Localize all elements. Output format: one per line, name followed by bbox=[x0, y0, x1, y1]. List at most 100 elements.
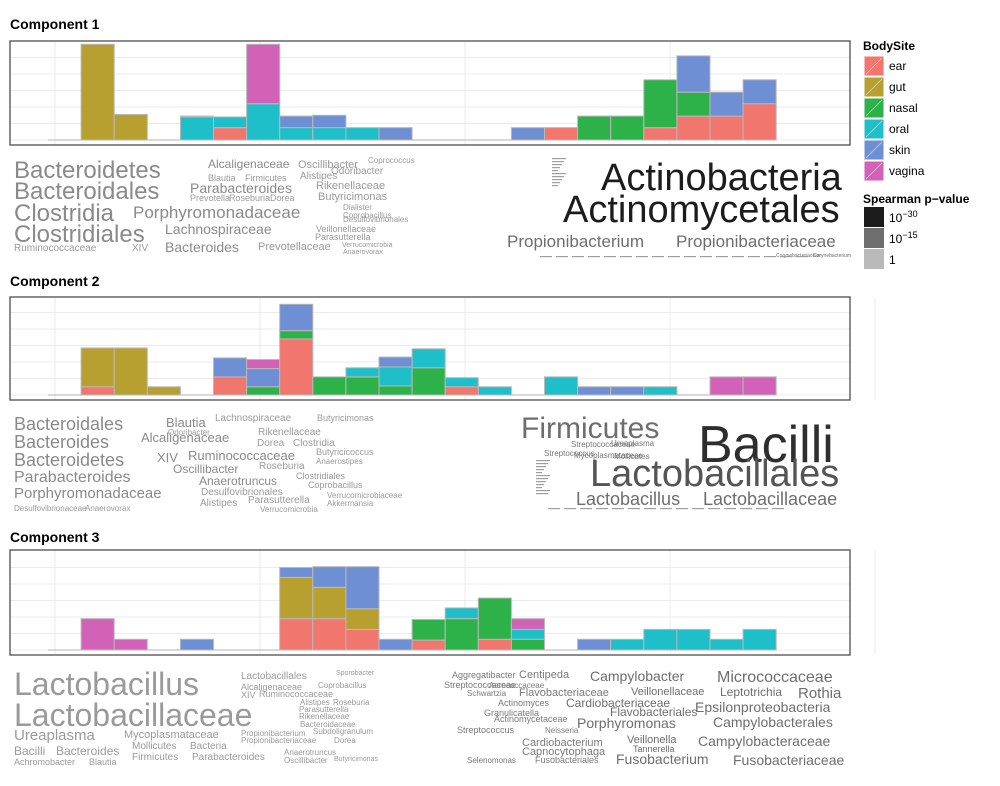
taxon-label: Prevotella bbox=[190, 193, 230, 203]
bar-ear bbox=[411, 639, 446, 651]
wordcloud-1: BacteroidetesBacteroidalesClostridiaClos… bbox=[14, 156, 851, 259]
taxon-label: Neisseria bbox=[545, 726, 579, 735]
bar-vagina bbox=[80, 618, 115, 651]
taxon-label: Anaerotruncus bbox=[284, 748, 336, 757]
minor-taxa-mark bbox=[716, 256, 728, 258]
taxon-label: Schwartzia bbox=[467, 689, 507, 698]
bar-skin bbox=[577, 386, 612, 396]
wordcloud-left: BacteroidalesBacteroidesBacteroidetesPar… bbox=[14, 413, 403, 514]
taxon-label: Ureaplasma bbox=[14, 727, 96, 744]
minor-taxa-mark bbox=[536, 469, 544, 471]
bar-oral bbox=[709, 638, 744, 651]
bar-vagina bbox=[246, 43, 281, 105]
minor-taxa-mark bbox=[748, 256, 760, 258]
bar-skin bbox=[577, 638, 612, 651]
legend-swatch-slash bbox=[865, 162, 883, 180]
taxon-label: Roseburia bbox=[259, 461, 305, 472]
component-panel-2: Component 2 bbox=[9, 273, 876, 401]
bar-skin bbox=[312, 566, 347, 588]
bar-skin bbox=[709, 91, 744, 117]
bar-skin bbox=[246, 368, 281, 388]
minor-taxa-mark bbox=[552, 167, 560, 169]
taxon-label: Propionibacterium bbox=[241, 729, 306, 738]
bar-gut bbox=[146, 386, 181, 396]
bar-nasal bbox=[577, 115, 612, 141]
bar-vagina bbox=[246, 359, 281, 370]
taxon-label: Selenomonas bbox=[467, 756, 516, 765]
bar-ear bbox=[742, 103, 777, 141]
bar-skin bbox=[312, 114, 347, 129]
taxon-label: Actinomycetaceae bbox=[494, 714, 568, 724]
taxon-label: Bacilli bbox=[698, 416, 834, 474]
minor-taxa-mark bbox=[536, 484, 544, 486]
minor-taxa-mark bbox=[536, 478, 548, 480]
minor-taxa-mark bbox=[700, 256, 712, 258]
minor-taxa-mark bbox=[668, 256, 680, 258]
bar-ear bbox=[213, 376, 248, 396]
taxon-label: Porphyromonas bbox=[577, 715, 676, 731]
taxon-label: Verrucomicrobia bbox=[260, 505, 318, 514]
minor-taxa-mark bbox=[536, 460, 550, 462]
taxon-label: Centipeda bbox=[519, 669, 570, 681]
minor-taxa-mark bbox=[540, 256, 552, 258]
wordcloud-left: BacteroidetesBacteroidalesClostridiaClos… bbox=[14, 156, 415, 256]
minor-taxa-mark bbox=[536, 475, 550, 477]
taxon-label: Lactobacillales bbox=[241, 671, 307, 682]
taxon-label: Streptococcus bbox=[457, 725, 515, 735]
bar-skin bbox=[676, 55, 711, 93]
taxon-label: Desulfovibrionaceae bbox=[14, 504, 87, 513]
taxon-label: Coprobacillus bbox=[318, 681, 366, 690]
bar-oral bbox=[312, 127, 347, 141]
legend-label: skin bbox=[889, 143, 910, 157]
bar-oral bbox=[742, 628, 777, 651]
taxon-label: Dorea bbox=[334, 736, 356, 745]
bar-ear bbox=[477, 638, 512, 651]
minor-taxa-mark bbox=[764, 256, 776, 258]
bar-vagina bbox=[709, 376, 744, 396]
minor-taxa-mark bbox=[572, 256, 584, 258]
wordcloud-2: BacteroidalesBacteroidesBacteroidetesPar… bbox=[14, 412, 839, 514]
bar-skin bbox=[610, 386, 645, 396]
legend-swatch-slash bbox=[865, 57, 883, 75]
minor-taxa-mark bbox=[556, 256, 568, 258]
legend-swatch bbox=[864, 228, 884, 248]
bar-skin bbox=[179, 115, 214, 118]
taxon-label: Lachnospiraceae bbox=[215, 413, 292, 424]
bar-ear bbox=[213, 127, 248, 141]
taxon-label: Streptococcaceae bbox=[444, 680, 516, 690]
legend-label: gut bbox=[889, 80, 906, 94]
legend-title-bodysite: BodySite bbox=[863, 39, 915, 53]
bar-nasal bbox=[444, 618, 479, 651]
minor-taxa-mark bbox=[796, 256, 808, 258]
legend-label: oral bbox=[889, 122, 909, 136]
bar-skin bbox=[378, 127, 413, 141]
bar-ear bbox=[676, 115, 711, 141]
taxon-label: Clostridiales bbox=[14, 221, 145, 248]
taxon-label: Rikenellaceae bbox=[316, 180, 385, 192]
minor-taxa-mark bbox=[628, 508, 640, 510]
bar-oral bbox=[411, 348, 446, 369]
taxon-label: Rikenellaceae bbox=[299, 712, 350, 721]
taxon-label: Desulfovibrionales bbox=[201, 487, 283, 498]
taxon-label: Butyricimonas bbox=[317, 413, 374, 423]
taxon-label: Streptococcaceae bbox=[571, 440, 636, 449]
taxon-label: Parasutterella bbox=[299, 705, 349, 714]
bar-oral bbox=[510, 628, 545, 640]
taxon-label: Oscillibacter bbox=[173, 462, 238, 476]
legend-swatch bbox=[864, 249, 884, 269]
taxon-label: Fusobacteriales bbox=[535, 755, 599, 765]
taxon-label: Aggregatibacter bbox=[452, 670, 516, 680]
bar-oral bbox=[345, 367, 380, 378]
minor-taxa-mark bbox=[596, 508, 608, 510]
taxon-label: Lactobacillus bbox=[576, 489, 680, 509]
taxon-label: Verrucomicrobiaceae bbox=[327, 491, 403, 500]
bar-vagina bbox=[113, 638, 148, 651]
legend-item-skin: skin bbox=[863, 139, 910, 161]
minor-taxa-mark bbox=[552, 179, 562, 181]
minor-taxa-mark bbox=[660, 508, 672, 510]
taxon-label: Bacteroidetes bbox=[14, 450, 124, 470]
bar-ear bbox=[444, 386, 479, 396]
panel-border bbox=[9, 40, 851, 146]
bar-ear bbox=[709, 115, 744, 141]
bar-oral bbox=[179, 116, 214, 141]
